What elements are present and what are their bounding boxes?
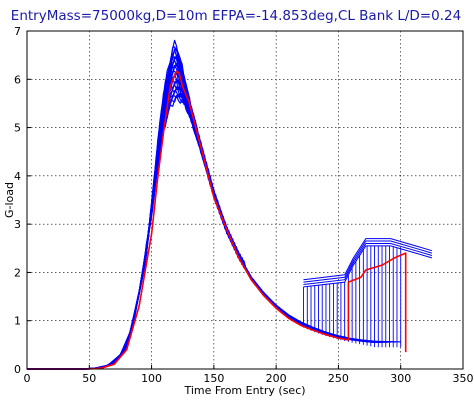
ensemble-trajectory xyxy=(27,74,342,370)
x-tick-labels: 0 50 100 150 200 250 300 350 xyxy=(24,372,474,385)
y-tick-label: 0 xyxy=(14,363,21,376)
y-tick-label: 6 xyxy=(14,73,21,86)
ensemble-trajectory xyxy=(27,90,314,370)
x-tick-label: 50 xyxy=(82,372,96,385)
ensemble-trajectory xyxy=(27,81,329,370)
ensemble-trajectory xyxy=(27,60,369,370)
y-tick-label: 1 xyxy=(14,315,21,328)
x-tick-label: 250 xyxy=(328,372,349,385)
y-tick-labels: 0 1 2 3 4 5 6 7 xyxy=(14,25,21,376)
ensemble-trajectory xyxy=(27,79,339,370)
y-tick-label: 3 xyxy=(14,218,21,231)
x-axis-label: Time From Entry (sec) xyxy=(183,384,305,397)
dispersed-envelope-line xyxy=(303,245,433,288)
y-tick-label: 4 xyxy=(14,170,21,183)
x-tick-label: 0 xyxy=(24,372,31,385)
nominal-trajectory xyxy=(27,70,407,370)
y-axis-label: G-load xyxy=(3,182,16,218)
x-tick-label: 300 xyxy=(390,372,411,385)
x-tick-label: 150 xyxy=(203,372,224,385)
ensemble-trajectory xyxy=(27,64,364,370)
ensemble-trajectory xyxy=(27,94,304,370)
y-tick-label: 2 xyxy=(14,266,21,279)
data-traces xyxy=(27,39,433,370)
x-tick-label: 350 xyxy=(453,372,474,385)
dispersed-envelope-line xyxy=(303,238,433,281)
ensemble-trajectory xyxy=(27,92,312,370)
x-tick-label: 200 xyxy=(266,372,287,385)
grid xyxy=(26,30,464,370)
ensemble-trajectory xyxy=(27,56,374,370)
ensemble-trajectory xyxy=(27,93,307,370)
dispersed-envelope-line xyxy=(303,240,433,283)
ensemble-trajectory xyxy=(27,56,381,370)
ensemble-trajectory xyxy=(27,54,376,370)
ensemble-trajectory xyxy=(27,86,322,370)
y-tick-label: 5 xyxy=(14,122,21,135)
chart-title: EntryMass=75000kg,D=10m EFPA=-14.853deg,… xyxy=(11,8,461,24)
ensemble-trajectory xyxy=(27,86,319,370)
x-tick-label: 100 xyxy=(141,372,162,385)
y-tick-label: 7 xyxy=(14,25,21,38)
plot-frame xyxy=(26,30,464,370)
dispersed-envelope-line xyxy=(303,243,433,285)
